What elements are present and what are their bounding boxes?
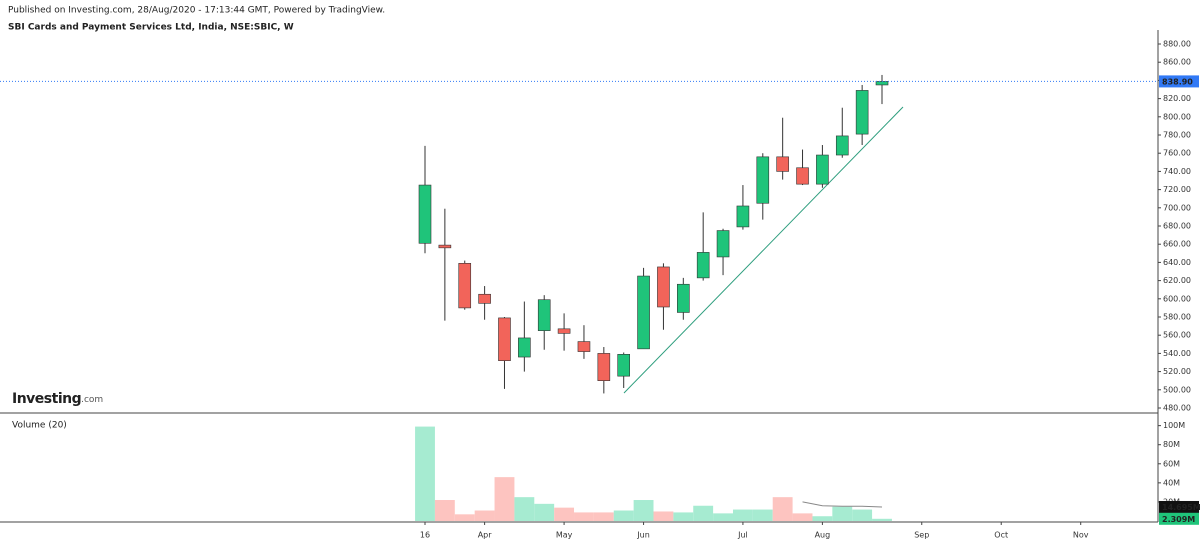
volume-bar <box>454 514 475 521</box>
candle-body <box>736 205 750 228</box>
chart-title: SBI Cards and Payment Services Ltd, Indi… <box>8 23 294 33</box>
last-price-label-box <box>1159 75 1199 88</box>
candle-body <box>816 154 829 185</box>
pane-title: Volume (20) <box>12 421 67 431</box>
x-tick-label: May <box>556 531 573 540</box>
candle-body <box>677 283 690 313</box>
y-tick-label: 800.00 <box>1163 112 1191 121</box>
volume-bar <box>792 513 813 521</box>
candle-body <box>557 328 571 334</box>
x-tick-label: Nov <box>1073 531 1089 540</box>
volume-bar <box>772 497 793 521</box>
volume-bar <box>434 500 455 521</box>
y-tick-label: 640.00 <box>1163 258 1191 267</box>
candle-body <box>855 90 869 135</box>
candle-body <box>418 184 432 244</box>
volume-bar <box>812 516 833 521</box>
candle-body <box>498 317 511 361</box>
y-tick-label: 600.00 <box>1163 294 1191 303</box>
y-tick-label: 60M <box>1163 459 1180 468</box>
volume-bar <box>415 426 435 521</box>
y-tick-label: 520.00 <box>1163 367 1191 376</box>
x-tick-label: Jun <box>636 531 650 540</box>
y-tick-label: 880.00 <box>1163 40 1191 49</box>
logo-main: Investing <box>12 391 81 407</box>
candle-body <box>617 354 631 377</box>
x-tick-label: Sep <box>914 531 929 540</box>
volume-bar <box>693 505 714 521</box>
x-tick-label: Oct <box>994 531 1008 540</box>
y-tick-label: 660.00 <box>1163 240 1191 249</box>
candle-body <box>657 266 670 308</box>
candle-body <box>796 167 809 185</box>
volume-ma-line <box>802 501 883 508</box>
y-tick-label: 540.00 <box>1163 349 1191 358</box>
y-tick-label: 860.00 <box>1163 58 1191 67</box>
volume-bar <box>494 477 515 521</box>
volume-bar <box>752 509 773 521</box>
candle-body <box>478 293 491 304</box>
candle-body <box>438 244 452 249</box>
candle-body <box>518 337 531 358</box>
candle-body <box>875 81 889 86</box>
candle-body <box>597 353 611 381</box>
volume-bar <box>554 507 575 521</box>
y-tick-label: 80M <box>1163 440 1180 449</box>
candle-body <box>696 252 710 279</box>
y-tick-label: 500.00 <box>1163 385 1191 394</box>
x-tick-label: Jul <box>737 531 748 540</box>
caption: Published on Investing.com, 28/Aug/2020 … <box>8 6 385 16</box>
y-tick-label: 680.00 <box>1163 222 1191 231</box>
volume-bar <box>673 512 694 521</box>
y-tick-label: 100M <box>1163 421 1185 430</box>
ma-label-box <box>1159 500 1199 513</box>
logo: Investing.com <box>12 391 103 407</box>
y-tick-label: 720.00 <box>1163 185 1191 194</box>
volume-bar <box>732 509 753 521</box>
volume-bar <box>872 518 892 521</box>
trend-line <box>623 106 904 394</box>
last-price-label: 838.90 <box>1162 77 1193 86</box>
y-tick-label: 780.00 <box>1163 131 1191 140</box>
logo-suffix: .com <box>81 395 103 405</box>
y-tick-label: 820.00 <box>1163 94 1191 103</box>
volume-bar <box>852 509 873 521</box>
candle-body <box>716 230 730 258</box>
y-tick-label: 620.00 <box>1163 276 1191 285</box>
volume-bar <box>653 511 674 521</box>
candle-body <box>577 341 591 352</box>
volume-bar <box>514 497 535 521</box>
y-tick-label: 700.00 <box>1163 203 1191 212</box>
volume-bar <box>633 500 654 521</box>
volume-label: 2.309M <box>1162 515 1195 524</box>
y-tick-label: 480.00 <box>1163 403 1191 412</box>
volume-bar <box>713 513 733 521</box>
candle-body <box>756 156 770 204</box>
volume-bar <box>474 510 495 521</box>
y-tick-label: 740.00 <box>1163 167 1191 176</box>
candle-body <box>776 156 789 172</box>
volume-bar <box>832 506 853 521</box>
x-tick-label: Apr <box>478 531 493 540</box>
y-tick-label: 40M <box>1163 478 1180 487</box>
volume-label-box <box>1159 512 1199 525</box>
candle-body <box>835 135 849 156</box>
y-tick-label: 760.00 <box>1163 149 1191 158</box>
x-tick-label: Aug <box>815 531 831 540</box>
volume-bar <box>593 512 614 521</box>
candle-body <box>537 299 551 331</box>
volume-bar <box>613 510 634 521</box>
candle-body <box>458 263 472 309</box>
volume-bar <box>574 512 594 521</box>
y-tick-label: 580.00 <box>1163 313 1191 322</box>
candle-body <box>637 275 650 350</box>
y-tick-label: 560.00 <box>1163 331 1191 340</box>
volume-bar <box>534 503 555 521</box>
x-tick-label: 16 <box>420 531 430 540</box>
ma-label: 14.695M <box>1162 503 1200 512</box>
